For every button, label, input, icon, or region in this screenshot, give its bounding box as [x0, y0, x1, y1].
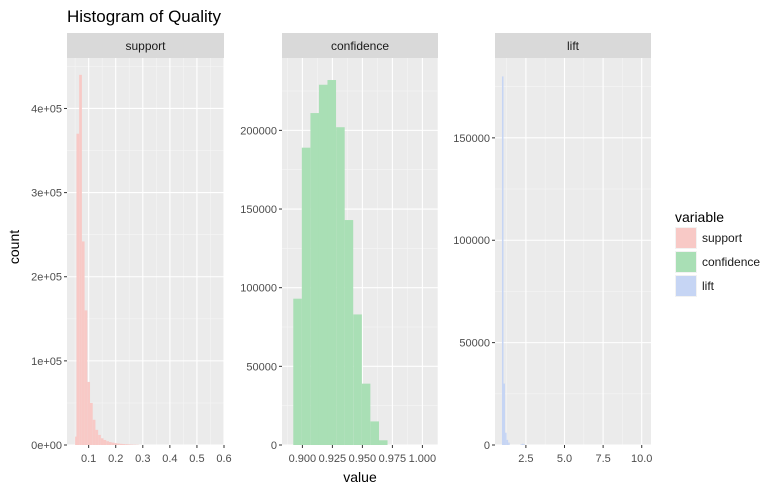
facet-strip-label: lift	[567, 39, 580, 53]
histogram-bar	[111, 442, 115, 445]
histogram-bar	[327, 80, 337, 446]
histogram-bar	[370, 421, 380, 445]
y-tick-label: 100000	[453, 235, 490, 247]
histogram-bar	[501, 76, 504, 445]
histogram-bar	[122, 444, 126, 445]
histogram-bar	[106, 441, 109, 445]
histogram-bar	[344, 220, 354, 445]
histogram-bar	[100, 438, 104, 445]
histogram-bar	[506, 439, 509, 445]
histogram-bar	[310, 113, 320, 445]
histogram-bar	[505, 432, 507, 445]
histogram-bar	[79, 74, 82, 446]
y-tick-label: 150000	[240, 204, 277, 216]
histogram-bar	[520, 444, 523, 445]
x-tick-label: 0.4	[162, 453, 177, 465]
histogram-bar	[87, 381, 91, 445]
y-tick-label: 100000	[240, 283, 277, 295]
y-tick-label: 4e+05	[31, 103, 62, 115]
y-tick-label: 1e+05	[31, 356, 62, 368]
histogram-bar	[108, 442, 112, 445]
facet-panels: support 0e+00 1e+05 2e+05 3e+05 4e+05 0.1 0.2 0.…	[31, 33, 652, 465]
x-tick-label: 7.5	[595, 453, 610, 465]
facet-strip	[67, 33, 224, 58]
histogram-bar	[522, 443, 524, 445]
x-tick-label: 0.5	[189, 453, 204, 465]
histogram-bar	[98, 434, 101, 445]
x-axis-label: value	[343, 469, 377, 485]
histogram-bar	[318, 84, 328, 446]
y-tick-label: 0e+00	[31, 440, 62, 452]
histogram-bar	[117, 443, 120, 445]
histogram-bar	[301, 147, 311, 446]
y-tick-label: 200000	[240, 125, 277, 137]
legend-key-swatch	[676, 276, 696, 296]
y-axis-label: count	[6, 230, 22, 264]
histogram-bar	[378, 440, 388, 445]
y-tick-label: 150000	[453, 133, 490, 145]
x-tick-label: 5.0	[557, 453, 572, 465]
histogram-bar	[81, 241, 85, 445]
y-tick-label: 50000	[459, 338, 490, 350]
panel-background	[67, 58, 224, 445]
x-tick-label: 2.5	[518, 453, 533, 465]
x-tick-label: 0.6	[216, 453, 231, 465]
histogram-bar	[508, 442, 510, 445]
x-tick-label: 0.3	[135, 453, 150, 465]
x-tick-label: 0.900	[289, 453, 317, 465]
x-tick-label: 0.1	[81, 453, 96, 465]
y-tick-label: 0	[271, 440, 277, 452]
histogram-bar	[103, 439, 107, 445]
x-tick-label: 0.925	[319, 453, 347, 465]
histogram-bar	[523, 444, 526, 445]
facet-strip-label: confidence	[331, 39, 389, 53]
y-tick-label: 3e+05	[31, 188, 62, 200]
panel-background	[495, 58, 651, 445]
x-tick-label: 1.000	[409, 453, 437, 465]
histogram-bar	[95, 429, 99, 445]
histogram-bar	[114, 443, 118, 445]
legend-item-confidence: confidence	[675, 251, 760, 273]
legend-title: variable	[675, 209, 724, 225]
y-tick-label: 0	[484, 440, 490, 452]
legend-key-swatch	[676, 228, 696, 248]
histogram-bar	[503, 383, 506, 445]
histogram-bar	[90, 402, 93, 445]
histogram-bar	[125, 444, 128, 445]
legend-item-label: support	[702, 231, 743, 245]
histogram-bar	[92, 419, 96, 445]
y-tick-label: 50000	[246, 361, 277, 373]
legend-item-lift: lift	[675, 275, 715, 297]
histogram-bar	[84, 310, 88, 445]
facet-panel-lift: lift 0 50000 100000 150000 2.5 5.0 7.5 10.0	[453, 33, 652, 465]
histogram-bar	[361, 383, 371, 445]
legend-item-label: confidence	[702, 255, 760, 269]
x-tick-label: 0.2	[108, 453, 123, 465]
legend-item-support: support	[675, 227, 743, 249]
y-tick-label: 2e+05	[31, 272, 62, 284]
chart-title: Histogram of Quality	[67, 7, 221, 26]
histogram-bar	[127, 444, 131, 445]
facet-strip-label: support	[125, 39, 166, 53]
facet-strip	[282, 33, 438, 58]
histogram-bar	[293, 298, 302, 445]
legend-key-swatch	[676, 252, 696, 272]
histogram-bar	[76, 133, 80, 445]
facet-panel-support: support 0e+00 1e+05 2e+05 3e+05 4e+05 0.1 0.2 0.…	[31, 33, 232, 465]
x-tick-label: 10.0	[631, 453, 652, 465]
histogram-bar	[336, 127, 345, 445]
x-tick-label: 0.950	[349, 453, 377, 465]
legend: variable support confidence lift	[675, 209, 760, 297]
facet-strip	[495, 33, 651, 58]
x-tick-label: 0.975	[379, 453, 407, 465]
legend-item-label: lift	[702, 279, 715, 293]
histogram-bar	[353, 314, 362, 445]
histogram-bar	[119, 443, 123, 445]
